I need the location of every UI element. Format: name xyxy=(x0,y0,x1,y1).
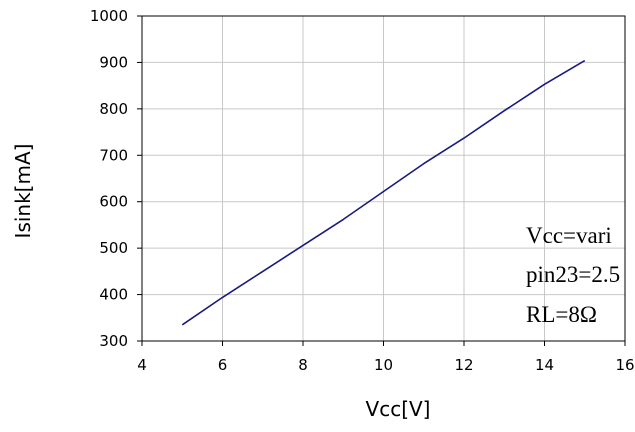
y-axis-label: Isink[mA] xyxy=(11,144,35,239)
series-line-0 xyxy=(181,59,586,326)
annotation-pin23: pin23=2.5 xyxy=(526,262,620,287)
series-layer xyxy=(181,59,586,326)
grid xyxy=(142,16,625,341)
x-tick-label-6: 16 xyxy=(615,356,634,374)
x-tick-label-5: 14 xyxy=(535,356,554,374)
x-tick-label-2: 8 xyxy=(298,356,308,374)
y-tick-label-6: 900 xyxy=(99,53,128,71)
y-tick-label-1: 400 xyxy=(99,286,128,304)
y-tick-label-4: 700 xyxy=(99,146,128,164)
x-tick-label-0: 4 xyxy=(137,356,147,374)
y-tick-label-2: 500 xyxy=(99,239,128,257)
x-tick-label-3: 10 xyxy=(374,356,393,374)
x-axis-label: Vcc[V] xyxy=(366,397,431,421)
x-tick-label-1: 6 xyxy=(218,356,228,374)
y-tick-label-5: 800 xyxy=(99,100,128,118)
annotation-rl: RL=8Ω xyxy=(526,302,597,327)
x-tick-label-4: 12 xyxy=(454,356,473,374)
y-tick-label-3: 600 xyxy=(99,193,128,211)
annotation-vcc: Vcc=vari xyxy=(526,223,612,248)
y-axis-ticks: 300 400 500 600 700 800 900 1000 xyxy=(90,7,142,350)
x-axis-ticks: 4 6 8 10 12 14 16 xyxy=(137,341,635,374)
y-tick-label-7: 1000 xyxy=(90,7,128,25)
y-tick-label-0: 300 xyxy=(99,332,128,350)
